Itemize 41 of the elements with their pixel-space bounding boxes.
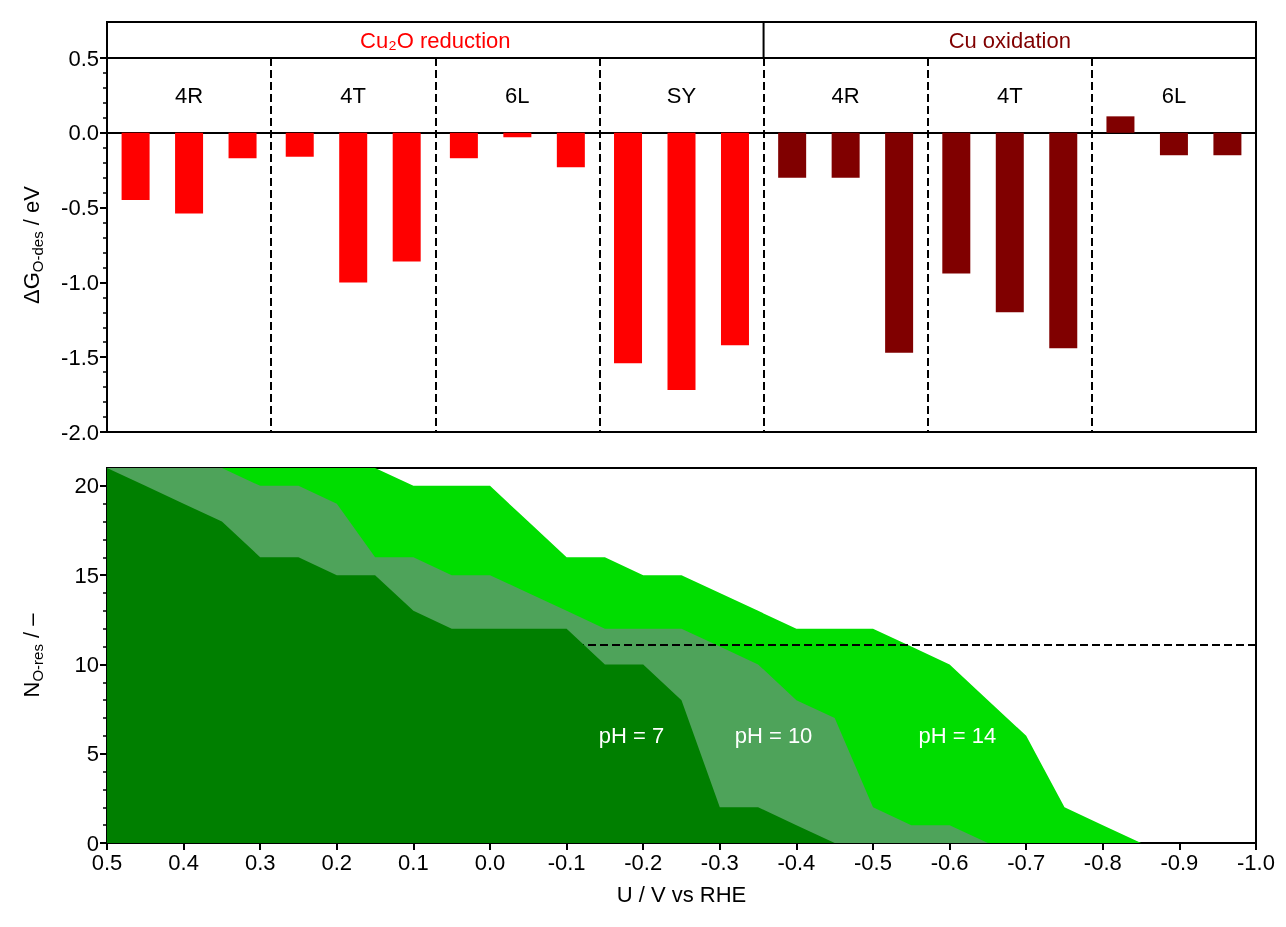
x-tick-label: -0.9 (1160, 849, 1199, 875)
x-tick-label: 6L (505, 82, 530, 108)
x-axis-title: U / V vs RHE (616, 881, 747, 907)
x-tick-label: 0.1 (398, 849, 429, 875)
y-tick-label: -1.5 (61, 344, 99, 370)
y-tick-label: 0.5 (68, 45, 99, 71)
x-tick-label: -0.4 (777, 849, 816, 875)
x-tick-label: 0.0 (474, 849, 506, 875)
x-tick-label: 6L (1161, 82, 1187, 108)
x-tick-label: -0.1 (547, 849, 586, 875)
x-tick-label: -0.3 (700, 849, 739, 875)
y-tick-label: 5 (86, 741, 99, 767)
y-tick-label: -0.5 (61, 195, 99, 221)
x-tick-label: 4T (340, 82, 367, 108)
y-axis-title: ΔGO-des / eV (19, 185, 46, 304)
x-tick-label: 0.4 (168, 849, 199, 875)
x-tick-label: -0.2 (624, 849, 663, 875)
y-tick-label: -2.0 (61, 419, 99, 445)
series-label: pH = 14 (918, 723, 997, 749)
x-tick-label: SY (666, 82, 697, 108)
x-tick-label: 4R (831, 82, 860, 108)
x-tick-label: -0.8 (1083, 849, 1122, 875)
y-tick-label: 0.0 (68, 120, 99, 146)
x-tick-label: 4T (996, 82, 1023, 108)
x-tick-label: 4R (175, 82, 204, 108)
series-label: pH = 7 (598, 723, 665, 749)
y-tick-label: 20 (74, 473, 99, 499)
y-tick-label: 15 (74, 562, 99, 588)
series-label: pH = 10 (734, 723, 813, 749)
text: Cu oxidation (948, 27, 1071, 53)
x-tick-label: 0.2 (321, 849, 353, 875)
x-tick-label: -0.7 (1007, 849, 1046, 875)
y-tick-label: 10 (74, 651, 99, 677)
x-tick-label: -1.0 (1237, 849, 1275, 875)
y-tick-label: 0 (86, 830, 99, 856)
x-tick-label: 0.3 (244, 849, 276, 875)
y-axis-title: NO-res / – (19, 612, 46, 698)
x-tick-label: -0.5 (854, 849, 892, 875)
y-tick-label: -1.0 (61, 269, 99, 295)
x-tick-label: -0.6 (930, 849, 969, 875)
text: Cu₂O reduction (360, 27, 511, 53)
